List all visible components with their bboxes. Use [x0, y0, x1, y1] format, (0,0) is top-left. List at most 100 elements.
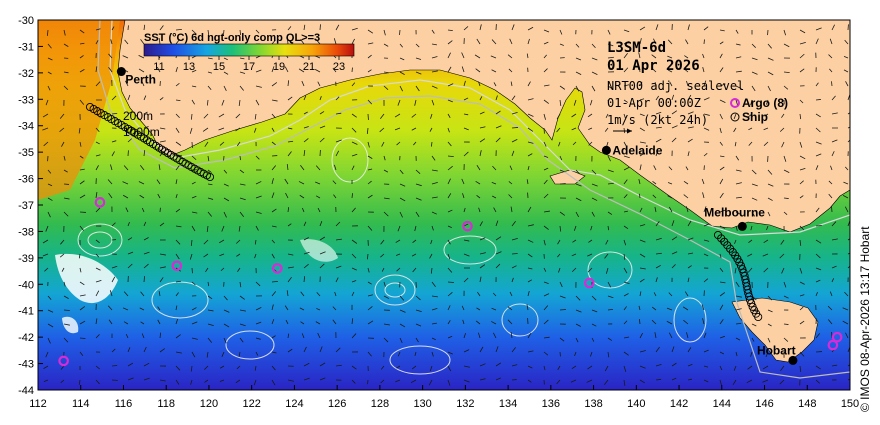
current-vector [287, 140, 294, 143]
current-vector [95, 127, 100, 133]
current-vector [719, 67, 724, 73]
lat-tick-label: -42 [18, 332, 34, 344]
current-vector [399, 71, 405, 75]
current-vector [764, 113, 769, 117]
current-vector [495, 236, 502, 241]
current-vector [783, 197, 789, 199]
current-vector [669, 81, 673, 87]
current-vector [111, 222, 116, 227]
current-vector [319, 263, 325, 269]
current-vector [747, 113, 753, 118]
current-vector [125, 333, 129, 339]
ship-position [745, 295, 755, 304]
argo-float-marker[interactable] [827, 339, 839, 351]
current-vector [735, 56, 742, 59]
current-vector [287, 253, 294, 256]
current-vector [110, 39, 113, 45]
current-vector [175, 292, 179, 297]
current-vector [781, 141, 785, 148]
current-vector [639, 152, 646, 157]
current-vector [815, 365, 821, 370]
current-vector [333, 38, 337, 45]
cloud-patch [300, 239, 338, 262]
current-vector [255, 321, 262, 325]
current-vector [719, 41, 724, 45]
current-vector [156, 179, 161, 185]
current-vector [60, 379, 65, 384]
argo-float-marker[interactable] [584, 277, 595, 289]
current-vector [509, 291, 513, 297]
current-vector [383, 281, 386, 287]
current-vector [351, 267, 357, 271]
city-dot-melbourne[interactable] [737, 221, 747, 231]
current-vector [219, 365, 225, 369]
argo-float-marker[interactable] [462, 220, 473, 232]
current-vector [734, 141, 737, 147]
current-vector [703, 239, 710, 242]
current-vector [415, 211, 420, 218]
current-vector [122, 181, 129, 185]
current-vector [735, 351, 738, 357]
current-vector [543, 239, 546, 246]
current-vector [175, 66, 178, 73]
argo-float-marker[interactable] [94, 197, 106, 208]
current-vector [413, 141, 417, 146]
current-vector [397, 351, 401, 357]
current-vector [588, 141, 593, 146]
current-vector [429, 253, 433, 259]
current-vector [175, 28, 182, 31]
current-vector [655, 277, 658, 283]
current-vector [47, 169, 52, 174]
current-vector [463, 113, 469, 116]
current-vector [447, 225, 452, 228]
city-dot-hobart[interactable] [788, 355, 798, 365]
current-vector [175, 365, 181, 371]
argo-float-marker[interactable] [58, 355, 69, 367]
current-vector [543, 351, 549, 356]
argo-float-marker[interactable] [831, 331, 843, 343]
current-vector [47, 309, 54, 313]
current-vector [203, 113, 209, 119]
current-vector [207, 169, 212, 173]
current-vector [191, 281, 196, 286]
current-vector [655, 363, 662, 367]
lat-tick-label: -43 [18, 359, 34, 371]
current-vector [111, 265, 118, 269]
city-dot-perth[interactable] [116, 67, 126, 77]
current-vector [719, 319, 724, 325]
current-vector [447, 335, 453, 339]
current-vector [559, 29, 563, 35]
current-vector [543, 179, 548, 185]
current-vector [335, 238, 342, 241]
lon-tick-label: 142 [670, 398, 688, 410]
current-vector [570, 379, 577, 383]
current-vector [719, 267, 724, 273]
argo-float-marker[interactable] [171, 260, 183, 272]
current-vector [47, 183, 53, 187]
city-dot-adelaide[interactable] [601, 145, 611, 155]
current-vector [623, 281, 630, 284]
current-vector [511, 24, 515, 31]
current-vector [158, 291, 161, 297]
current-vector [175, 113, 180, 119]
current-vector [639, 224, 646, 227]
current-vector [702, 192, 705, 199]
current-vector [300, 165, 305, 171]
current-vector [543, 281, 549, 285]
current-vector [79, 168, 85, 171]
current-vector [383, 323, 390, 326]
argo-float-marker[interactable] [272, 263, 283, 274]
current-vector [191, 321, 198, 325]
current-vector [139, 194, 145, 199]
current-vector [607, 169, 614, 173]
current-vector [287, 38, 289, 45]
current-vector [682, 306, 689, 311]
current-vector [815, 279, 821, 283]
current-vector [218, 127, 225, 131]
current-vector [47, 337, 51, 344]
current-vector [367, 42, 374, 45]
current-vector [463, 277, 469, 283]
current-vector [767, 309, 773, 313]
current-vector [655, 237, 662, 241]
current-vector [319, 221, 323, 227]
